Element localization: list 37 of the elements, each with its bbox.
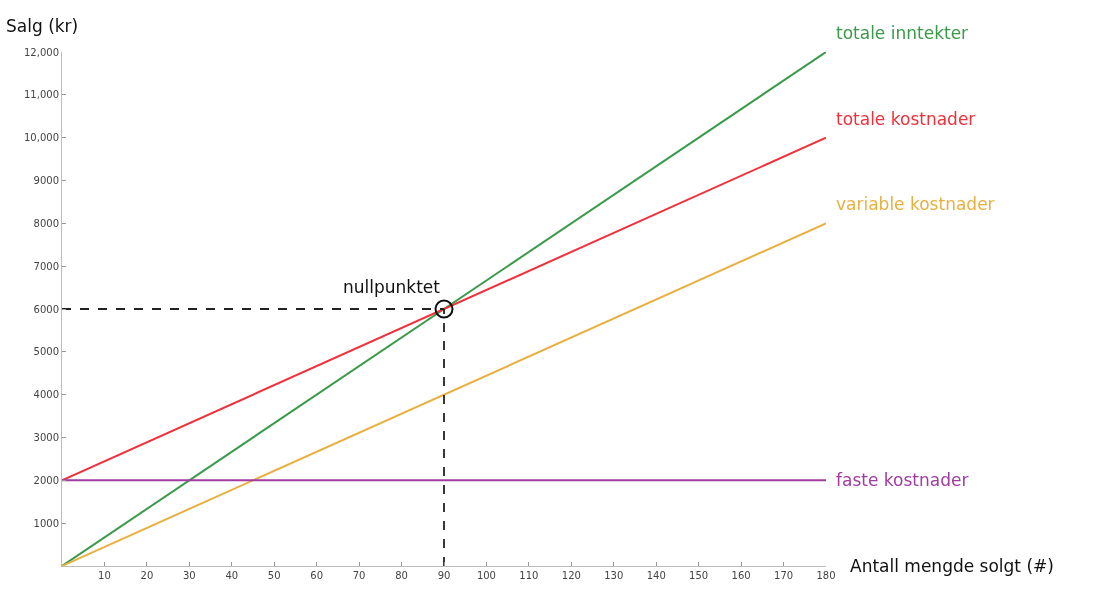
y-tick-label: 4000 (33, 389, 59, 401)
y-tick-label: 10,000 (24, 132, 59, 144)
x-tick-label: 170 (774, 570, 794, 581)
x-tick-label: 50 (267, 570, 281, 581)
y-tick-label: 7000 (33, 260, 59, 272)
x-tick-label: 160 (731, 570, 751, 581)
x-tick-label: 180 (816, 570, 836, 581)
x-tick-label: 10 (98, 570, 111, 581)
series-label: variable kostnader (836, 194, 995, 214)
series-label: totale inntekter (836, 23, 969, 43)
y-tick-label: 6000 (33, 303, 59, 315)
y-tick-label: 11,000 (24, 89, 59, 101)
x-tick-label: 80 (395, 570, 408, 581)
x-tick-label: 20 (140, 570, 154, 581)
y-tick-label: 5000 (33, 346, 59, 358)
x-tick-label: 130 (604, 570, 624, 581)
y-tick-label: 3000 (33, 432, 59, 443)
x-tick-label: 70 (352, 570, 366, 581)
y-tick-label: 12,000 (24, 46, 59, 58)
x-tick-label: 120 (561, 570, 581, 581)
y-tick-label: 9000 (33, 175, 59, 186)
y-tick-label: 8000 (33, 217, 59, 229)
series-label: totale kostnader (836, 109, 976, 129)
annotation: nullpunktet (343, 277, 441, 297)
x-axis-title: Antall mengde solgt (#) (850, 556, 1054, 576)
x-tick-label: 150 (689, 570, 709, 581)
series-label: faste kostnader (836, 470, 969, 490)
x-tick-label: 60 (310, 570, 324, 581)
x-tick-label: 40 (225, 570, 239, 581)
y-axis-title: Salg (kr) (6, 16, 79, 36)
y-tick-label: 1000 (33, 517, 59, 529)
x-tick-label: 110 (519, 570, 539, 581)
x-tick-label: 90 (437, 570, 451, 581)
y-tick-label: 2000 (33, 474, 59, 486)
x-tick-label: 30 (182, 570, 196, 581)
x-tick-label: 100 (476, 570, 496, 581)
x-tick-label: 140 (646, 570, 666, 581)
